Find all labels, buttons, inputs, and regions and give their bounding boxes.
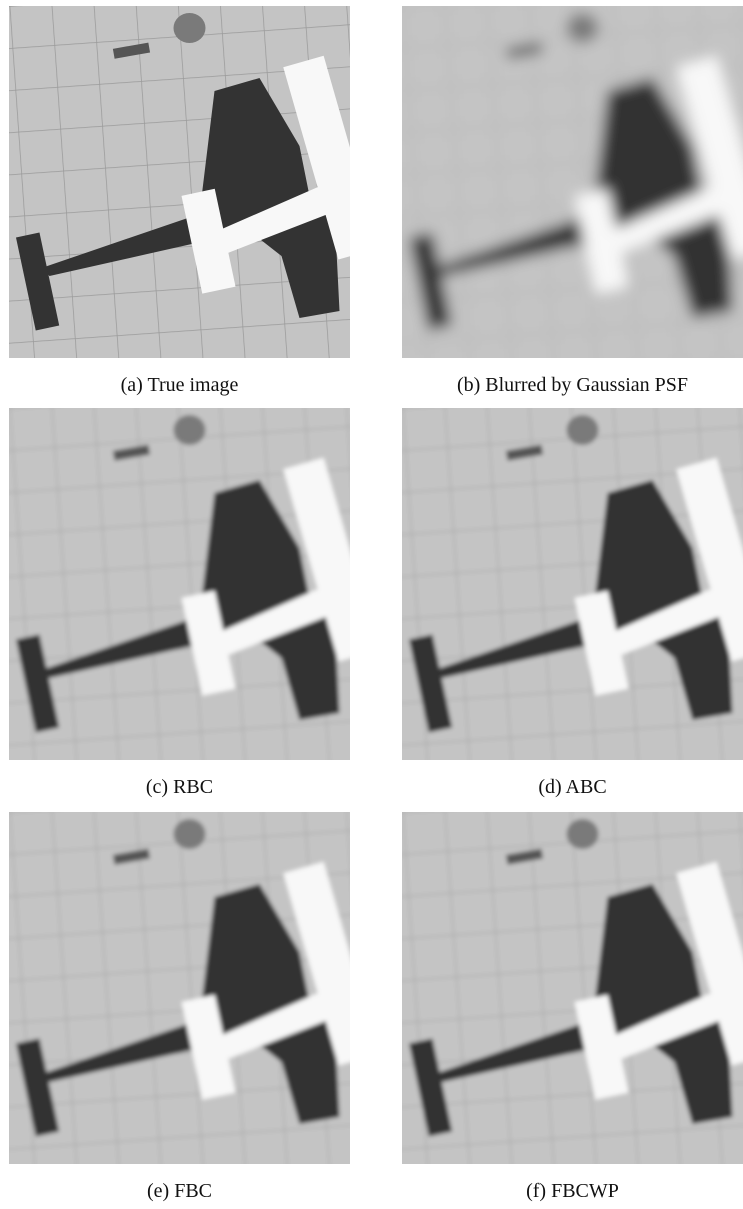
panel: (f) FBCWP [402,812,743,1203]
panel: (c) RBC [9,408,350,799]
caption: (d) ABC [402,776,743,799]
caption: (c) RBC [9,776,350,799]
restored-image [9,812,350,1164]
restored-image [402,408,743,760]
caption: (a) True image [9,374,350,397]
panel: (e) FBC [9,812,350,1203]
caption: (e) FBC [9,1180,350,1203]
caption: (b) Blurred by Gaussian PSF [402,374,743,397]
panel: (a) True image [9,6,350,397]
blurred-image [402,6,743,358]
true-image [9,6,350,358]
restored-image [9,408,350,760]
panel: (b) Blurred by Gaussian PSF [402,6,743,397]
panel: (d) ABC [402,408,743,799]
page: (a) True image (b) Blurred by Gaussian P… [0,0,743,1209]
restored-image [402,812,743,1164]
caption: (f) FBCWP [402,1180,743,1203]
